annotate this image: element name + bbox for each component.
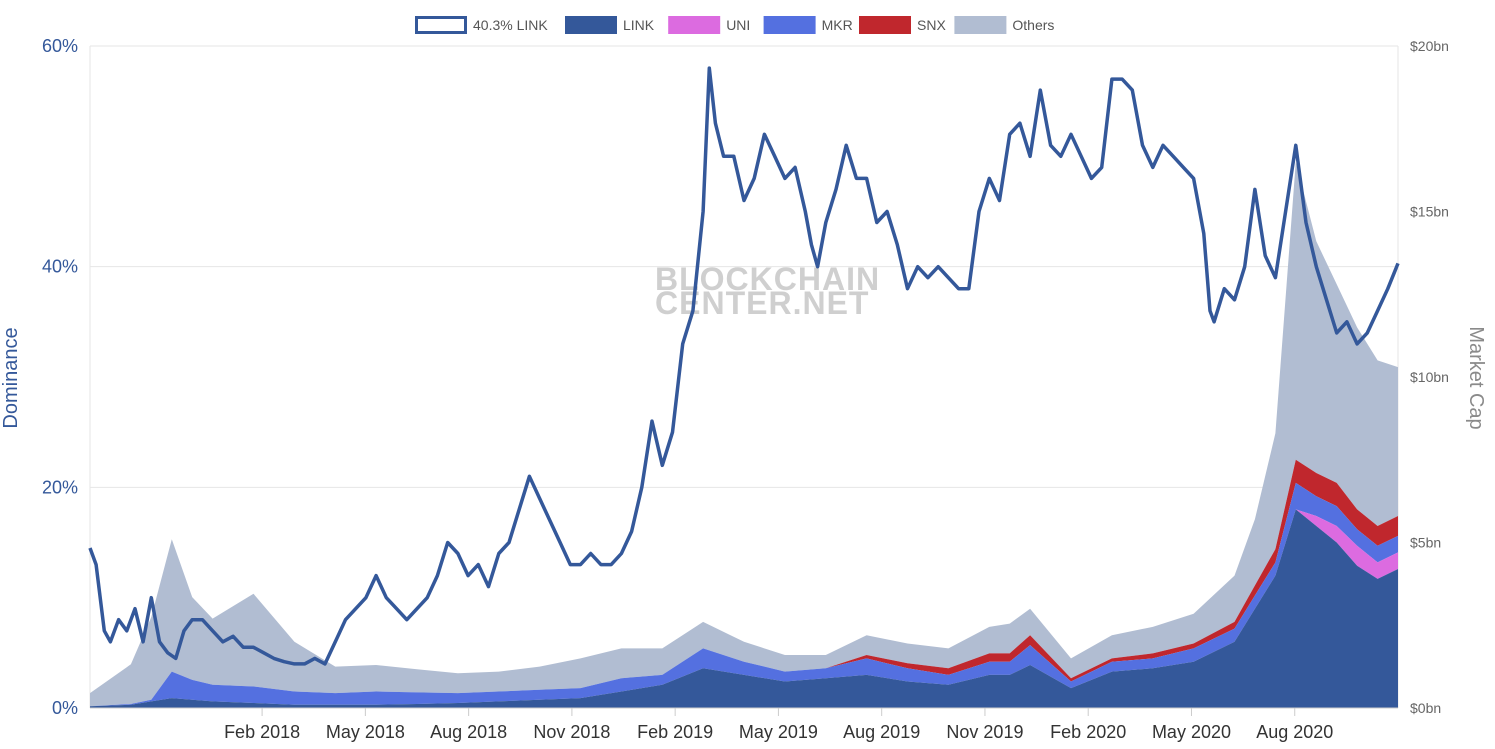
y-right-tick-label: $15bn [1410,204,1449,220]
legend-item-snx[interactable]: SNX [859,16,946,34]
market-cap-areas [90,161,1398,708]
legend-label: MKR [822,17,853,33]
y-right-tick-label: $10bn [1410,369,1449,385]
legend-label: LINK [623,17,655,33]
area-others [90,161,1398,707]
area-link [90,509,1398,708]
y-left-tick-label: 0% [52,698,78,718]
x-tick-label: Feb 2019 [637,722,713,742]
legend-item-40-3-link[interactable]: 40.3% LINK [415,16,549,34]
x-tick-label: May 2020 [1152,722,1231,742]
legend-label: UNI [726,17,750,33]
x-tick-label: May 2018 [326,722,405,742]
legend-item-uni[interactable]: UNI [668,16,750,34]
legend-swatch [763,16,816,34]
legend-label: 40.3% LINK [473,17,548,33]
watermark-line-1: BLOCKCHAIN [655,261,880,297]
legend-item-mkr[interactable]: MKR [763,16,853,34]
y-left-tick-label: 20% [42,477,78,497]
y-left-tick-label: 60% [42,36,78,56]
y-axis-right: $0bn $5bn $10bn $15bn $20bn [1410,38,1449,716]
legend-swatch [859,16,911,34]
legend-swatch [668,16,721,34]
legend-item-others[interactable]: Others [954,16,1054,34]
legend-swatch [954,16,1007,34]
dominance-line-path [88,66,1400,666]
watermark: BLOCKCHAIN CENTER.NET [655,261,880,321]
x-axis: Feb 2018 May 2018 Aug 2018 Nov 2018 Feb 2019… [90,707,1398,742]
y-right-tick-label: $20bn [1410,38,1449,54]
legend[interactable]: 40.3% LINK LINK UNI MKR SNX Others [415,16,1055,34]
y-left-tick-label: 40% [42,257,78,277]
y-axis-left-title: Dominance [0,327,22,428]
y-right-tick-label: $5bn [1410,535,1441,551]
legend-item-link[interactable]: LINK [565,16,655,34]
x-tick-label: Feb 2020 [1050,722,1126,742]
x-tick-label: May 2019 [739,722,818,742]
x-tick-label: Aug 2020 [1256,722,1333,742]
x-tick-label: Feb 2018 [224,722,300,742]
legend-label: SNX [917,17,946,33]
legend-swatch [415,16,467,34]
x-tick-label: Aug 2018 [430,722,507,742]
y-right-tick-label: $0bn [1410,700,1441,716]
watermark-line-2: CENTER.NET [655,285,869,321]
x-tick-label: Nov 2019 [946,722,1023,742]
x-tick-label: Nov 2018 [533,722,610,742]
y-axis-right-title: Market Cap [1465,326,1487,429]
dominance-line [88,66,1400,666]
y-axis-left: 0% 20% 40% 60% [42,36,78,718]
legend-label: Others [1012,17,1054,33]
x-tick-label: Aug 2019 [843,722,920,742]
legend-swatch [565,16,617,34]
